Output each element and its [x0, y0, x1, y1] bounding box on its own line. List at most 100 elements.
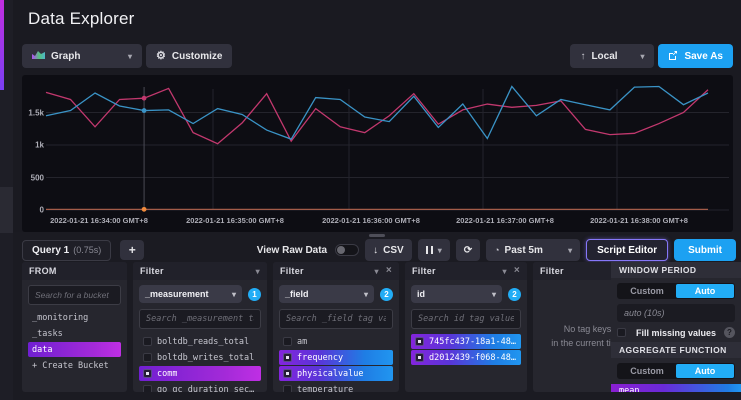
aggregation-options-panel: WINDOW PERIOD Custom Auto auto (10s) Fil… [611, 262, 741, 392]
clock-icon: ◔ [494, 245, 499, 255]
line-chart-plot[interactable] [22, 75, 733, 212]
tag-key-dropdown[interactable]: _measurement ▾ [139, 285, 242, 303]
item-label: boltdb_reads_total [157, 337, 249, 347]
field-search-input[interactable] [279, 309, 393, 329]
view-raw-data-label: View Raw Data [257, 245, 327, 256]
item-label: 745fc437-18a1-48d7-98a6-7 [429, 337, 517, 347]
aggregate-function-item[interactable]: mean [611, 384, 741, 392]
checkbox-icon [283, 353, 292, 362]
x-tick-label: 2022-01-21 16:38:00 GMT+8 [590, 216, 688, 225]
checkbox-icon [143, 353, 152, 362]
download-icon: ↓ [373, 245, 378, 256]
field-item[interactable]: am [279, 334, 393, 349]
help-icon[interactable]: ? [724, 327, 735, 338]
timezone-label: Local [591, 51, 617, 62]
bucket-item[interactable]: data [28, 342, 121, 357]
id-item[interactable]: 745fc437-18a1-48d7-98a6-7 [411, 334, 521, 349]
close-icon[interactable]: × [386, 266, 392, 276]
time-range-dropdown[interactable]: ◔ Past 5m ▾ [486, 239, 580, 261]
toggle-knob-icon [337, 246, 345, 254]
measurement-search-input[interactable] [139, 309, 261, 329]
view-type-label: Graph [51, 51, 80, 62]
aggregate-custom-option[interactable]: Custom [618, 364, 676, 378]
fill-missing-values-row: Fill missing values ? [617, 327, 735, 338]
gear-icon: ⚙ [156, 51, 166, 62]
script-editor-button[interactable]: Script Editor [586, 239, 668, 261]
query-panel: Query 1 (0.75s) + View Raw Data ↓ CSV ▾ … [13, 232, 741, 400]
bucket-search-input[interactable] [28, 285, 121, 305]
measurement-item[interactable]: comm [139, 366, 261, 381]
field-item[interactable]: physicalvalue [279, 366, 393, 381]
filter-panel-measurement: Filter ▾ _measurement ▾ 1 boltdb_reads_t… [133, 262, 267, 392]
selected-count-badge: 2 [380, 288, 393, 301]
hover-point-icon [142, 108, 147, 113]
left-nav-rail[interactable] [0, 0, 13, 400]
close-icon[interactable]: × [514, 266, 520, 276]
window-period-auto-option[interactable]: Auto [676, 284, 734, 298]
window-period-value[interactable]: auto (10s) [617, 304, 735, 322]
aggregate-function-title: AGGREGATE FUNCTION [611, 342, 741, 358]
item-label: d2012439-f068-4842-bfef-8 [429, 353, 517, 363]
x-tick-label: 2022-01-21 16:36:00 GMT+8 [322, 216, 420, 225]
view-toolbar-right: ↑ Local ▾ Save As [570, 44, 733, 68]
customize-label: Customize [172, 51, 223, 62]
tag-key-dropdown[interactable]: _field ▾ [279, 285, 374, 303]
timezone-dropdown[interactable]: ↑ Local ▾ [570, 44, 654, 68]
selected-count-badge: 1 [248, 288, 261, 301]
filter-panel-header[interactable]: Filter ▾ × [273, 262, 399, 280]
view-raw-data-toggle[interactable] [335, 244, 359, 256]
y-tick-label: 1.5k [24, 108, 44, 117]
time-range-label: Past 5m [505, 245, 543, 256]
measurement-item[interactable]: go_gc_duration_seconds [139, 382, 261, 392]
checkbox-icon [283, 369, 292, 378]
window-period-custom-option[interactable]: Custom [618, 284, 676, 298]
graph-icon [32, 50, 45, 62]
window-period-title: WINDOW PERIOD [611, 262, 741, 278]
bucket-item[interactable]: + Create Bucket [28, 358, 121, 373]
view-type-dropdown[interactable]: Graph ▾ [22, 44, 142, 68]
from-panel: FROM _monitoring _tasksdata + Create Bucke… [22, 262, 127, 392]
measurement-list: boltdb_reads_total boltdb_writes_totalcom… [139, 334, 261, 392]
add-query-button[interactable]: + [120, 240, 144, 260]
aggregate-auto-option[interactable]: Auto [676, 364, 734, 378]
chevron-down-icon: ▾ [492, 290, 496, 299]
x-tick-label: 2022-01-21 16:37:00 GMT+8 [456, 216, 554, 225]
submit-button[interactable]: Submit [674, 239, 736, 261]
fill-missing-checkbox[interactable] [617, 328, 626, 337]
item-label: data [32, 345, 52, 355]
query-toolbar: Query 1 (0.75s) + View Raw Data ↓ CSV ▾ … [22, 239, 736, 261]
chevron-down-icon: ▾ [503, 267, 507, 276]
item-label: temperature [297, 385, 353, 393]
customize-button[interactable]: ⚙ Customize [146, 44, 232, 68]
download-csv-button[interactable]: ↓ CSV [365, 239, 412, 261]
save-as-button[interactable]: Save As [658, 44, 733, 68]
id-search-input[interactable] [411, 309, 521, 329]
item-label: go_gc_duration_seconds [157, 385, 257, 393]
nav-rail-highlight[interactable] [0, 187, 13, 233]
chevron-down-icon: ▾ [438, 246, 442, 255]
item-label: _tasks [32, 329, 63, 339]
query-tab[interactable]: Query 1 (0.75s) [22, 240, 111, 261]
filter-panel-header[interactable]: Filter ▾ × [405, 262, 527, 280]
tag-key-dropdown[interactable]: id ▾ [411, 285, 502, 303]
refresh-button[interactable]: ⟳ [456, 239, 480, 261]
filter-title: Filter [540, 266, 564, 276]
bucket-item[interactable]: _tasks [28, 326, 121, 341]
y-tick-label: 0 [24, 206, 44, 215]
x-tick-label: 2022-01-21 16:34:00 GMT+8 [50, 216, 148, 225]
filter-panel-header[interactable]: Filter ▾ [133, 262, 267, 280]
field-item[interactable]: temperature [279, 382, 393, 392]
panel-resize-handle[interactable] [369, 234, 385, 237]
measurement-item[interactable]: boltdb_reads_total [139, 334, 261, 349]
measurement-item[interactable]: boltdb_writes_total [139, 350, 261, 365]
id-item[interactable]: d2012439-f068-4842-bfef-8 [411, 350, 521, 365]
item-label: am [297, 337, 307, 347]
field-list: am frequency physicalvalue temperature [279, 334, 393, 392]
bucket-item[interactable]: _monitoring [28, 310, 121, 325]
fill-missing-label: Fill missing values [636, 328, 716, 338]
field-item[interactable]: frequency [279, 350, 393, 365]
from-title: FROM [29, 266, 57, 276]
item-label: physicalvalue [297, 369, 364, 379]
pause-dropdown-button[interactable]: ▾ [418, 239, 450, 261]
item-label: + Create Bucket [32, 361, 109, 371]
